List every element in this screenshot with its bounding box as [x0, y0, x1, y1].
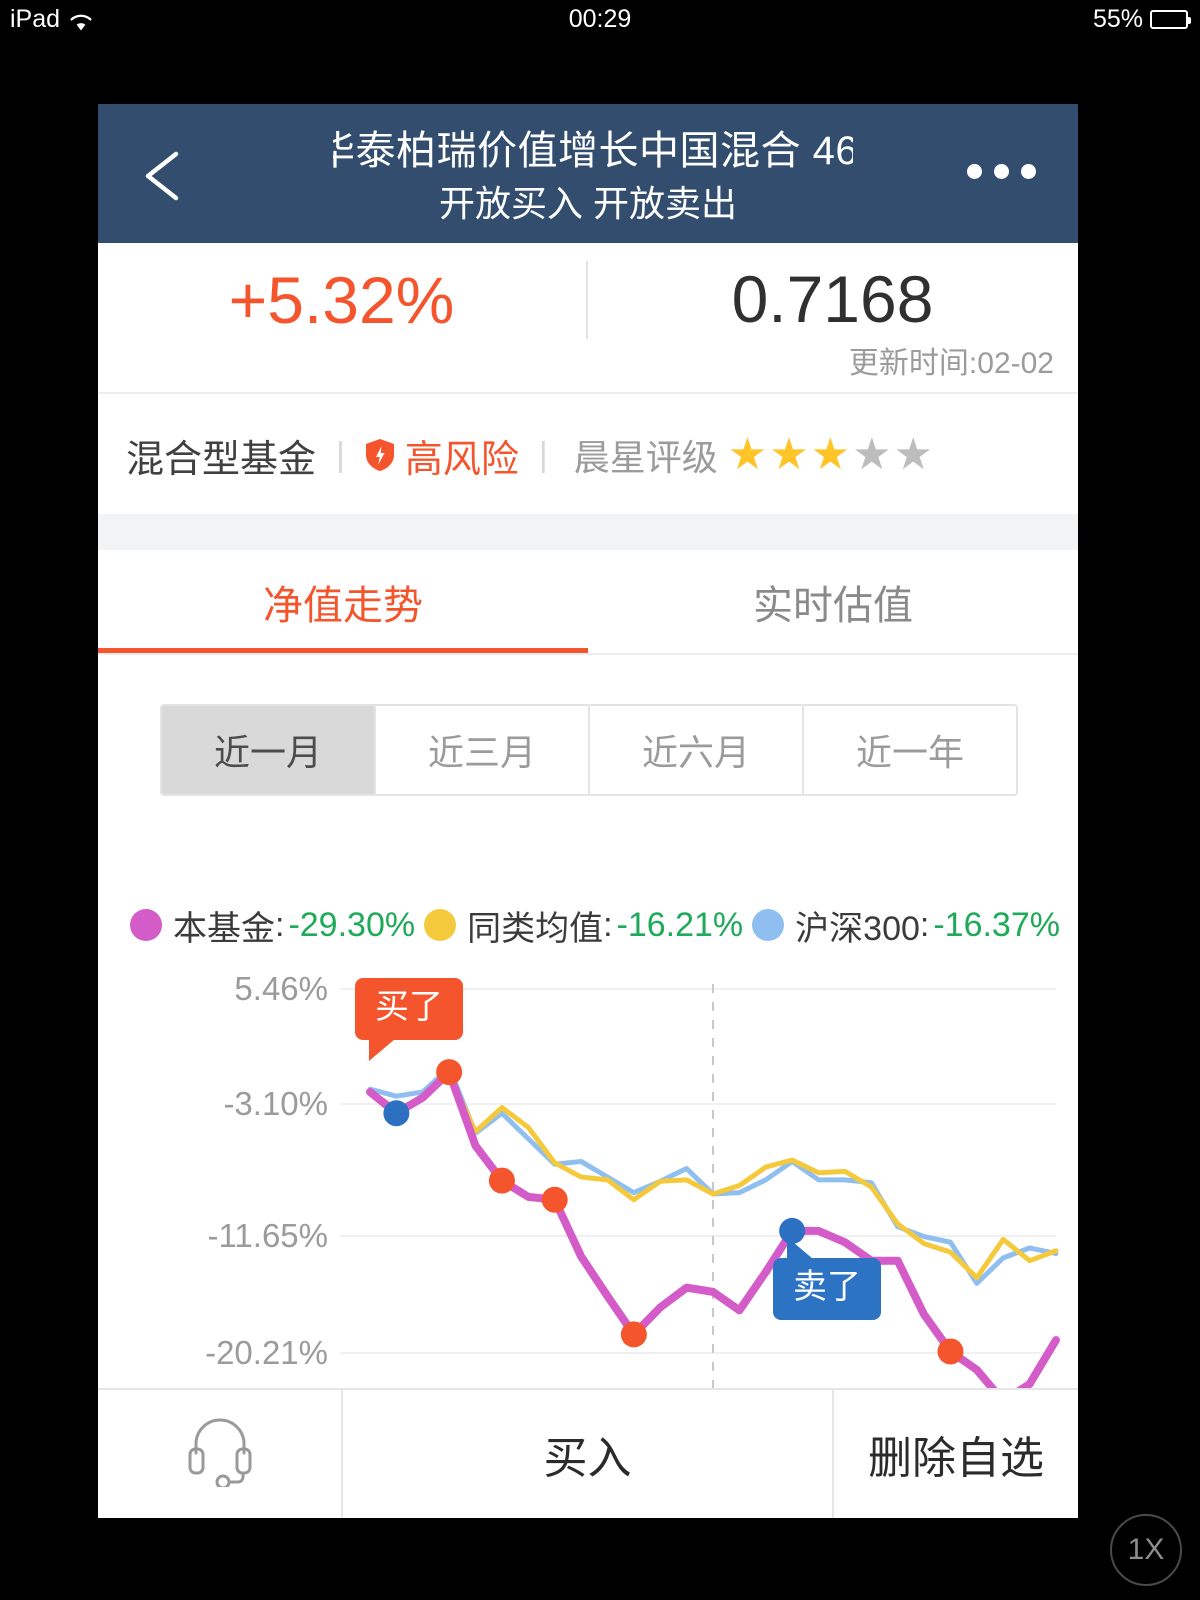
risk-level-label: 高风险 — [404, 438, 519, 481]
price-panel: +5.32% 0.7168 更新时间:02-02 — [98, 243, 1078, 394]
range-6-month[interactable]: 近六月 — [590, 706, 804, 794]
daily-change-percent: +5.32% — [228, 263, 455, 337]
series-line-0 — [366, 1068, 1060, 1406]
wifi-icon — [69, 10, 93, 30]
range-1-year[interactable]: 近一年 — [855, 732, 964, 773]
back-button[interactable] — [136, 148, 188, 204]
legend-item-2: 沪深300: -16.37% — [752, 901, 1060, 950]
buy-marker-dot[interactable] — [541, 1186, 568, 1213]
buy-marker-dot[interactable] — [937, 1338, 964, 1365]
app-viewport: 华泰柏瑞价值增长中国混合 460001 华泰柏瑞盛世 开放买入 开放卖出 +5.… — [98, 48, 1078, 1518]
legend-colon: : — [275, 905, 285, 944]
legend-colon: : — [919, 905, 930, 944]
app-top-inset — [98, 48, 1078, 104]
section-gap — [98, 514, 1078, 550]
legend-series-return: -16.37% — [933, 905, 1060, 944]
status-left: iPad — [10, 5, 93, 34]
morningstar-label: 晨星评级 — [573, 437, 718, 478]
customer-service-button[interactable] — [98, 1390, 343, 1518]
buy-marker-dot[interactable] — [620, 1321, 647, 1348]
y-axis-tick-label: 5.46% — [234, 970, 328, 1007]
battery-icon — [1150, 9, 1191, 29]
net-asset-value: 0.7168 — [731, 262, 934, 336]
performance-chart: 5.46% -3.10% -11.65% -20.21% 买了 卖了 — [98, 958, 1078, 1418]
chart-legend: 本基金: -29.30% 同类均值: -16.21% 沪深300: -16.37% — [130, 896, 1060, 954]
buy-marker-dot[interactable] — [436, 1059, 463, 1086]
fund-type-label: 混合型基金 — [126, 438, 317, 481]
meta-separator-2: | — [538, 435, 548, 474]
update-time-label: 更新时间:02-02 — [848, 347, 1054, 380]
tab-realtime-estimate[interactable]: 实时估值 — [753, 583, 913, 628]
legend-dot-icon — [424, 909, 457, 941]
status-right: 55% — [1092, 4, 1191, 34]
star-1: ★ — [727, 430, 768, 479]
zoom-scale-badge[interactable]: 1X — [1110, 1514, 1182, 1586]
y-axis-tick-label: -20.21% — [205, 1334, 328, 1371]
legend-series-return: -29.30% — [288, 905, 416, 944]
star-3: ★ — [810, 430, 851, 479]
navigation-bar: 华泰柏瑞价值增长中国混合 460001 华泰柏瑞盛世 开放买入 开放卖出 — [98, 104, 1078, 243]
legend-dot-icon — [130, 909, 162, 941]
tab-nav-trend[interactable]: 净值走势 — [98, 550, 588, 653]
legend-series-name: 同类均值 — [467, 909, 604, 948]
fund-meta-row: 混合型基金 | 高风险 | 晨星评级 ★ ★ ★ ★ ★ — [98, 396, 1078, 514]
ios-status-bar: iPad 00:29 55% — [0, 0, 1200, 38]
buy-marker-dot[interactable] — [488, 1167, 515, 1194]
star-2: ★ — [769, 430, 809, 479]
legend-item-1: 同类均值: -16.21% — [424, 901, 743, 950]
period-selector: 近一月 近三月 近六月 近一年 — [160, 704, 1018, 796]
legend-dot-icon — [752, 909, 785, 941]
legend-series-name: 本基金 — [173, 909, 275, 948]
fund-title-marquee: 华泰柏瑞价值增长中国混合 460001 华泰柏瑞盛世 — [333, 122, 853, 180]
more-options-icon[interactable] — [967, 164, 1036, 179]
legend-item-0: 本基金: -29.30% — [130, 901, 415, 950]
sell-marker-dot[interactable] — [383, 1100, 410, 1127]
star-5: ★ — [893, 430, 933, 479]
trade-status-label: 开放买入 开放卖出 — [438, 183, 737, 224]
series-line-1 — [367, 1072, 1059, 1281]
legend-series-name: 沪深300 — [795, 909, 920, 948]
battery-percent-label: 55% — [1092, 4, 1143, 33]
carrier-label: iPad — [10, 4, 61, 33]
y-axis-tick-label: -3.10% — [223, 1085, 328, 1122]
y-axis-tick-label: -11.65% — [208, 1217, 328, 1254]
morningstar-rating: ★ ★ ★ ★ ★ — [728, 433, 933, 477]
remove-watchlist-button[interactable]: 删除自选 — [868, 1434, 1044, 1483]
fund-title: 华泰柏瑞价值增长中国混合 460001 华泰柏瑞盛世 — [333, 129, 853, 173]
buy-annotation: 买了 — [355, 978, 463, 1061]
buy-button[interactable]: 买入 — [343, 1390, 834, 1518]
chart-canvas: 5.46% -3.10% -11.65% -20.21% — [205, 970, 1060, 1418]
range-3-month[interactable]: 近三月 — [376, 706, 590, 794]
price-divider — [586, 261, 588, 339]
meta-separator-1: | — [336, 435, 345, 474]
shield-warning-icon — [365, 438, 395, 472]
legend-colon: : — [603, 905, 613, 944]
star-4: ★ — [852, 430, 892, 479]
legend-series-return: -16.21% — [616, 905, 744, 944]
range-1-month[interactable]: 近一月 — [162, 706, 376, 794]
chart-tabs: 净值走势 实时估值 — [98, 550, 1078, 655]
headset-icon — [184, 1411, 256, 1498]
risk-level: 高风险 — [365, 428, 519, 483]
sell-annotation: 卖了 — [773, 1237, 881, 1320]
bottom-action-bar: 买入 删除自选 — [98, 1388, 1078, 1518]
status-clock: 00:29 — [568, 4, 632, 33]
